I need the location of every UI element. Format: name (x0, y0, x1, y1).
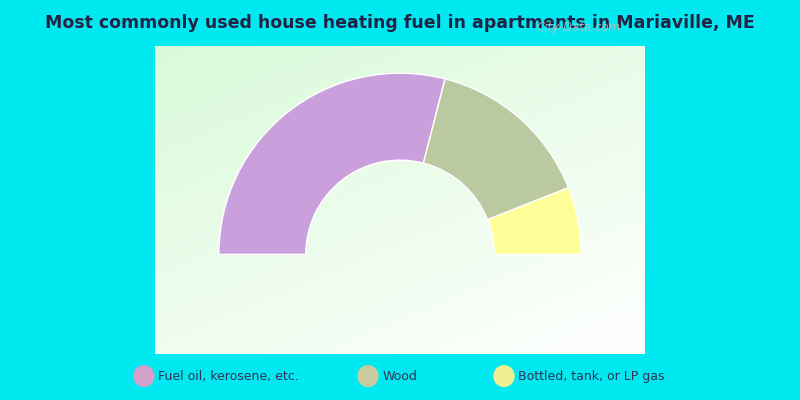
Text: Bottled, tank, or LP gas: Bottled, tank, or LP gas (518, 370, 665, 382)
Ellipse shape (494, 366, 514, 386)
Ellipse shape (134, 366, 154, 386)
Text: Most commonly used house heating fuel in apartments in Mariaville, ME: Most commonly used house heating fuel in… (45, 14, 755, 32)
Text: City-Data.com: City-Data.com (536, 21, 620, 34)
Text: Wood: Wood (382, 370, 418, 382)
Text: Fuel oil, kerosene, etc.: Fuel oil, kerosene, etc. (158, 370, 299, 382)
Ellipse shape (358, 366, 378, 386)
Wedge shape (219, 73, 445, 254)
Wedge shape (487, 188, 581, 254)
Wedge shape (423, 79, 569, 220)
